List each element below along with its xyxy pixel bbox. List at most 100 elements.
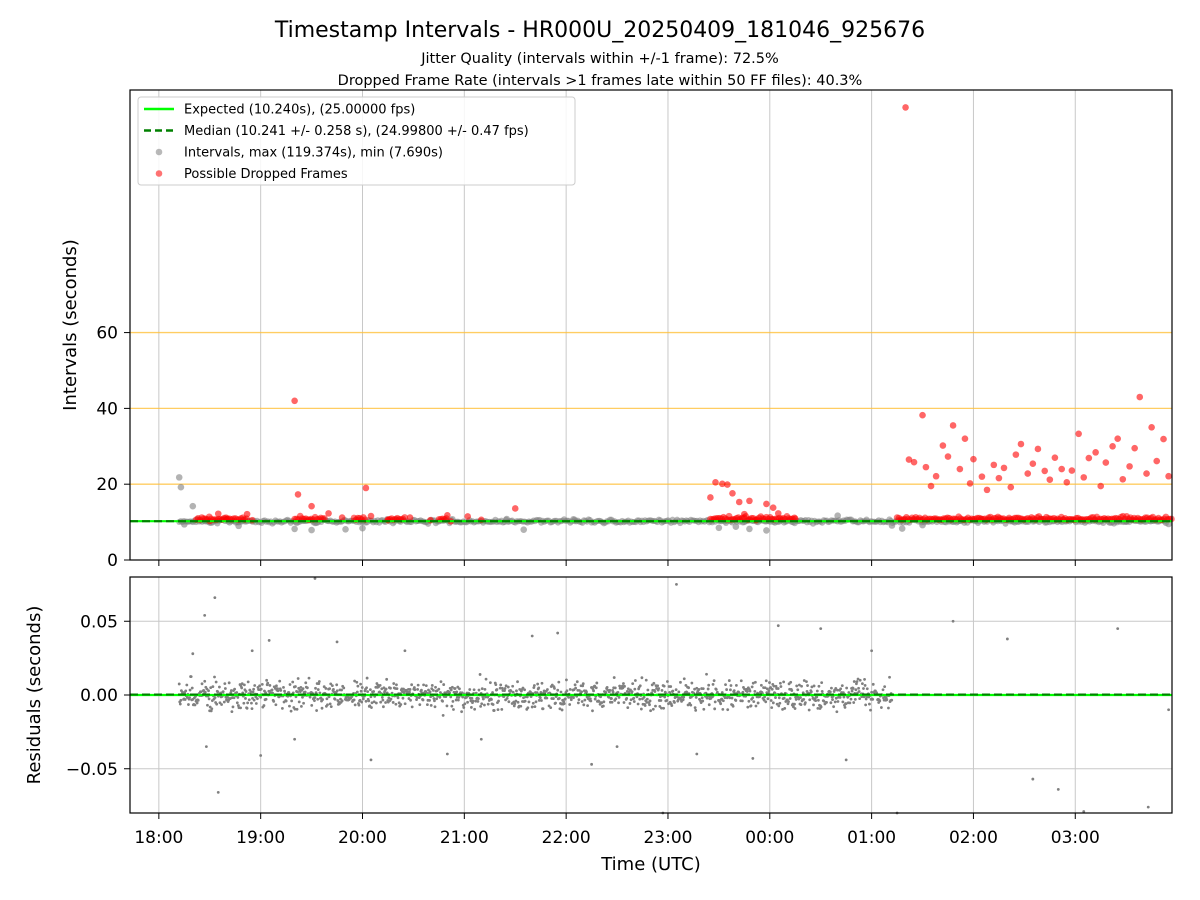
residual-point: [565, 689, 569, 693]
residual-point: [340, 699, 344, 703]
residual-point: [316, 688, 320, 691]
residual-point: [303, 690, 307, 694]
residual-point: [324, 687, 328, 690]
residual-point: [662, 706, 666, 710]
residual-point: [460, 710, 464, 714]
residual-point: [1082, 810, 1086, 813]
dropped-frame-point: [718, 480, 726, 488]
residual-point: [481, 697, 485, 701]
residual-point: [888, 675, 891, 679]
residual-point: [645, 700, 649, 704]
residual-point: [782, 696, 786, 700]
residual-point: [384, 687, 388, 691]
dropped-frame-point: [995, 474, 1003, 482]
residual-point: [1167, 708, 1171, 712]
residual-point: [296, 677, 300, 680]
residual-point: [490, 698, 493, 701]
residual-point: [790, 689, 794, 692]
residual-point: [416, 687, 420, 691]
interval-point: [291, 525, 298, 533]
residual-point: [233, 687, 237, 691]
dropped-frame-point: [1024, 470, 1032, 477]
residual-point: [636, 702, 640, 706]
residual-point: [451, 699, 455, 703]
dropped-frame-point: [1058, 465, 1065, 473]
interval-point: [834, 512, 841, 519]
residual-point: [754, 680, 757, 684]
residual-point: [600, 701, 604, 705]
residual-point: [526, 706, 530, 710]
residual-point: [796, 688, 800, 692]
interval-point: [746, 525, 753, 533]
residual-point: [557, 697, 561, 700]
residual-point: [468, 688, 472, 691]
residual-point: [474, 699, 478, 703]
residual-point: [488, 681, 492, 685]
residual-point: [558, 707, 562, 711]
residual-point: [483, 703, 486, 707]
chart-subtitle-jitter: Jitter Quality (intervals within +/-1 fr…: [420, 51, 779, 67]
residual-point: [226, 695, 229, 699]
dropped-frame-point: [1097, 482, 1105, 490]
residual-point: [643, 704, 647, 707]
residual-point: [844, 758, 848, 762]
residual-point: [774, 696, 777, 699]
top-y-tick-label: 40: [96, 399, 118, 419]
residual-point: [623, 684, 626, 688]
residual-point: [770, 706, 774, 709]
residual-point: [845, 686, 849, 690]
residual-point: [213, 696, 217, 699]
top-y-tick-label: 20: [96, 475, 118, 495]
residual-point: [806, 684, 809, 687]
residual-point: [687, 686, 691, 690]
residual-point: [878, 699, 882, 703]
residual-point: [387, 696, 391, 700]
residual-point: [516, 700, 520, 704]
residual-point: [783, 707, 787, 710]
residual-point: [511, 684, 515, 688]
residual-point: [707, 683, 711, 687]
residual-point: [556, 688, 560, 692]
dropped-frame-point: [1029, 460, 1037, 468]
residual-point: [401, 696, 405, 700]
dropped-frame-point: [956, 465, 964, 473]
residual-point: [215, 702, 219, 706]
residual-point: [615, 745, 619, 749]
residual-point: [178, 702, 182, 706]
residual-point: [754, 704, 758, 708]
residual-point: [656, 684, 660, 688]
x-tick-label: 18:00: [134, 828, 183, 848]
residual-point: [478, 673, 482, 676]
residual-point: [657, 687, 661, 690]
residual-point: [594, 686, 598, 690]
residual-point: [734, 683, 738, 687]
residual-point: [229, 689, 233, 692]
residual-point: [472, 688, 476, 692]
dropped-frame-point: [338, 514, 346, 521]
residual-point: [435, 697, 439, 701]
residual-point: [551, 697, 555, 700]
residual-point: [523, 699, 527, 703]
residual-point: [421, 698, 425, 702]
residual-point: [191, 652, 195, 656]
residual-point: [237, 704, 240, 707]
residual-point: [301, 687, 305, 690]
residual-point: [572, 696, 575, 700]
residual-point: [290, 699, 294, 703]
residual-point: [437, 687, 441, 691]
residual-point: [456, 698, 460, 702]
residual-point: [869, 708, 872, 712]
dropped-frame-point: [712, 478, 719, 486]
residual-point: [556, 631, 560, 635]
residual-point: [265, 678, 269, 682]
residual-point: [819, 627, 823, 631]
dropped-frame-point: [1063, 478, 1071, 486]
residual-point: [631, 682, 635, 686]
dropped-frame-point: [905, 456, 913, 463]
residual-point: [611, 690, 615, 694]
residual-point: [449, 695, 453, 699]
residual-point: [858, 678, 862, 682]
residual-point: [320, 706, 324, 710]
residual-point: [860, 682, 864, 686]
